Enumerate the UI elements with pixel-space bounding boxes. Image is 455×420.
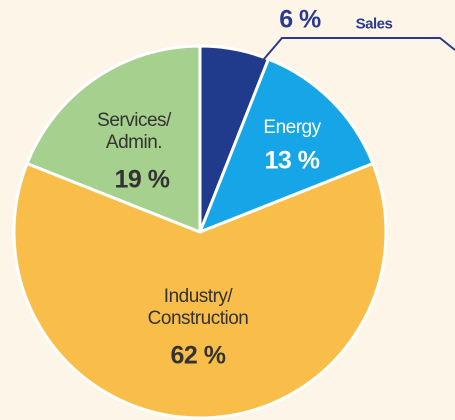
pie-slice xyxy=(198,57,375,234)
value-label: 6 % xyxy=(279,5,321,34)
pie-slice xyxy=(25,44,202,234)
category-label: Services/ Admin. xyxy=(97,110,171,153)
value-label: 13 % xyxy=(264,146,320,175)
category-label: Energy xyxy=(263,117,321,139)
pie-slice xyxy=(12,162,388,420)
category-label: Industry/ Construction xyxy=(147,286,249,329)
value-label: 62 % xyxy=(170,341,226,370)
leader-line xyxy=(257,37,455,67)
category-label: Sales xyxy=(355,15,393,33)
value-label: 19 % xyxy=(114,165,170,194)
